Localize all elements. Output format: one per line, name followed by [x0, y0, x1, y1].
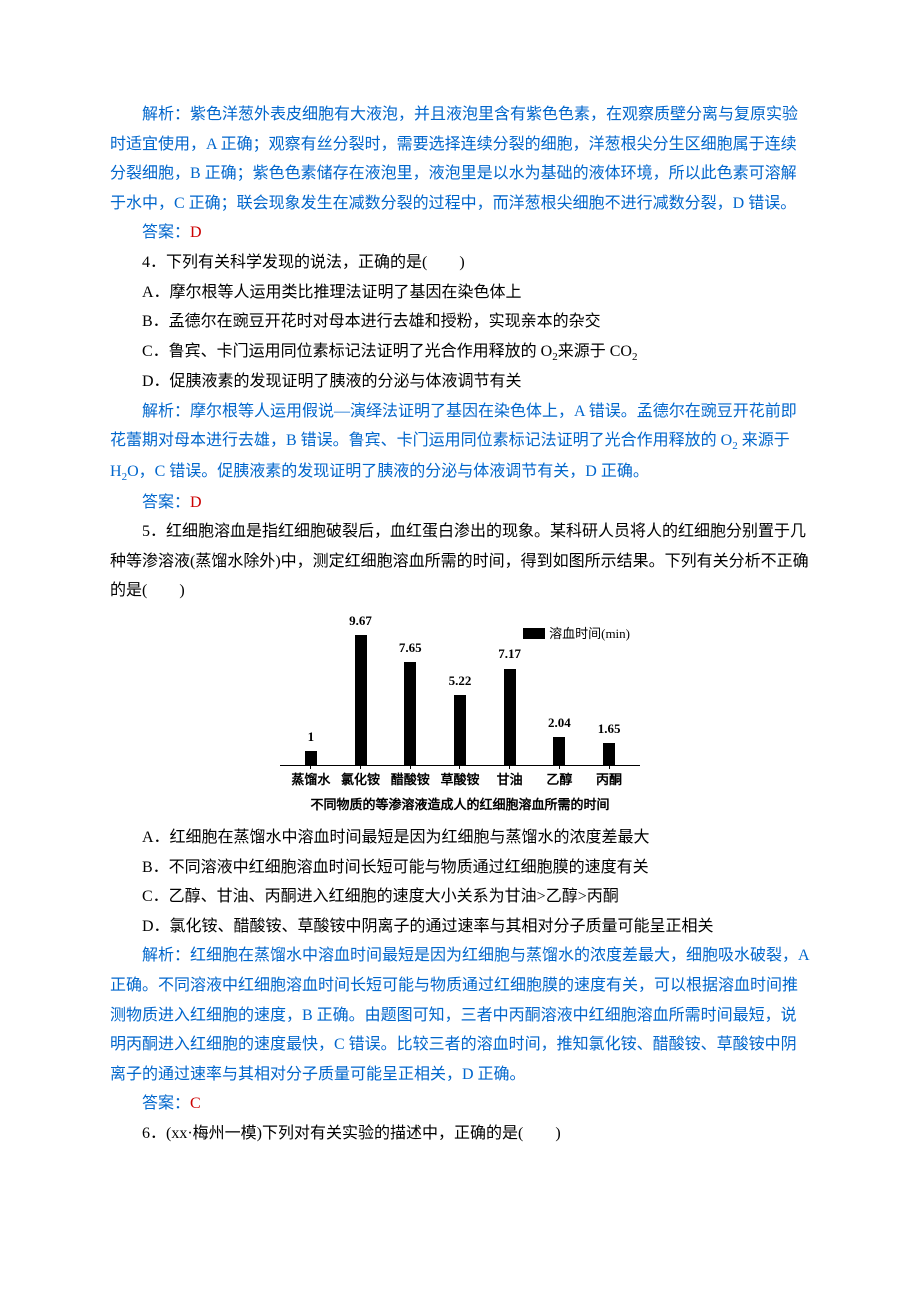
- answer-value: D: [190, 224, 202, 241]
- bar-value-label: 1.65: [598, 717, 621, 741]
- bar-2: 7.65: [390, 636, 430, 765]
- q5-answer: 答案：C: [110, 1089, 810, 1119]
- answer-label: 答案：: [142, 1095, 190, 1112]
- q6-stem: 6．(xx·梅州一模)下列对有关实验的描述中，正确的是( ): [110, 1119, 810, 1149]
- x-axis-category: 蒸馏水: [291, 768, 331, 792]
- x-axis-category: 乙醇: [539, 768, 579, 792]
- explain-text: 紫色洋葱外表皮细胞有大液泡，并且液泡里含有紫色色素，在观察质壁分离与复原实验时适…: [110, 106, 798, 212]
- bar-rect: [454, 695, 466, 765]
- x-axis-category: 醋酸铵: [390, 768, 430, 792]
- q5-optB: B．不同溶液中红细胞溶血时间长短可能与物质通过红细胞膜的速度有关: [110, 853, 810, 883]
- q4-stem: 4．下列有关科学发现的说法，正确的是( ): [110, 248, 810, 278]
- chart-bars-area: 19.677.655.227.172.041.65: [280, 616, 640, 766]
- bar-4: 7.17: [490, 642, 530, 764]
- chart-tick-row: [280, 765, 640, 769]
- chart-x-axis-title: 不同物质的等渗溶液造成人的红细胞溶血所需的时间: [280, 793, 640, 817]
- q5-stem: 5．红细胞溶血是指红细胞破裂后，血红蛋白渗出的现象。某科研人员将人的红细胞分别置…: [110, 517, 810, 606]
- q5-optC: C．乙醇、甘油、丙酮进入红细胞的速度大小关系为甘油>乙醇>丙酮: [110, 882, 810, 912]
- answer-label: 答案：: [142, 494, 190, 511]
- x-axis-category: 甘油: [490, 768, 530, 792]
- bar-value-label: 5.22: [449, 669, 472, 693]
- bar-value-label: 9.67: [349, 609, 372, 633]
- bar-value-label: 1: [308, 725, 315, 749]
- x-axis-category: 草酸铵: [440, 768, 480, 792]
- bar-0: 1: [291, 725, 331, 764]
- bar-5: 2.04: [539, 711, 579, 764]
- bar-rect: [504, 669, 516, 765]
- chart-x-labels: 蒸馏水氯化铵醋酸铵草酸铵甘油乙醇丙酮: [280, 768, 640, 792]
- q5-explanation: 解析：红细胞在蒸馏水中溶血时间最短是因为红细胞与蒸馏水的浓度差最大，细胞吸水破裂…: [110, 941, 810, 1089]
- bar-6: 1.65: [589, 717, 629, 765]
- x-axis-category: 丙酮: [589, 768, 629, 792]
- bar-value-label: 2.04: [548, 711, 571, 735]
- explain-text: 红细胞在蒸馏水中溶血时间最短是因为红细胞与蒸馏水的浓度差最大，细胞吸水破裂，A …: [110, 947, 809, 1082]
- q4-explanation: 解析：摩尔根等人运用假说—演绎法证明了基因在染色体上，A 错误。孟德尔在豌豆开花…: [110, 397, 810, 488]
- q5-optA: A．红细胞在蒸馏水中溶血时间最短是因为红细胞与蒸馏水的浓度差最大: [110, 823, 810, 853]
- bar-3: 5.22: [440, 669, 480, 765]
- bar-rect: [355, 635, 367, 765]
- q3-answer: 答案：D: [110, 218, 810, 248]
- bar-rect: [305, 751, 317, 764]
- bar-rect: [404, 662, 416, 765]
- q4-optA: A．摩尔根等人运用类比推理法证明了基因在染色体上: [110, 278, 810, 308]
- bar-value-label: 7.65: [399, 636, 422, 660]
- x-axis-category: 氯化铵: [341, 768, 381, 792]
- explain-label: 解析：: [142, 106, 190, 123]
- q4-optB: B．孟德尔在豌豆开花时对母本进行去雄和授粉，实现亲本的杂交: [110, 307, 810, 337]
- bar-value-label: 7.17: [498, 642, 521, 666]
- q3-explanation: 解析：紫色洋葱外表皮细胞有大液泡，并且液泡里含有紫色色素，在观察质壁分离与复原实…: [110, 100, 810, 218]
- q4-answer: 答案：D: [110, 488, 810, 518]
- explain-label: 解析：: [142, 403, 190, 420]
- answer-value: C: [190, 1095, 201, 1112]
- answer-value: D: [190, 494, 202, 511]
- answer-label: 答案：: [142, 224, 190, 241]
- q4-optD: D．促胰液素的发现证明了胰液的分泌与体液调节有关: [110, 367, 810, 397]
- bar-rect: [603, 743, 615, 765]
- q4-optC: C．鲁宾、卡门运用同位素标记法证明了光合作用释放的 O2来源于 CO2: [110, 337, 810, 368]
- bar-1: 9.67: [341, 609, 381, 765]
- q5-optD: D．氯化铵、醋酸铵、草酸铵中阴离子的通过速率与其相对分子质量可能呈正相关: [110, 912, 810, 942]
- explain-label: 解析：: [142, 947, 190, 964]
- hemolysis-bar-chart: 溶血时间(min) 19.677.655.227.172.041.65 蒸馏水氯…: [280, 616, 640, 817]
- bar-rect: [553, 737, 565, 764]
